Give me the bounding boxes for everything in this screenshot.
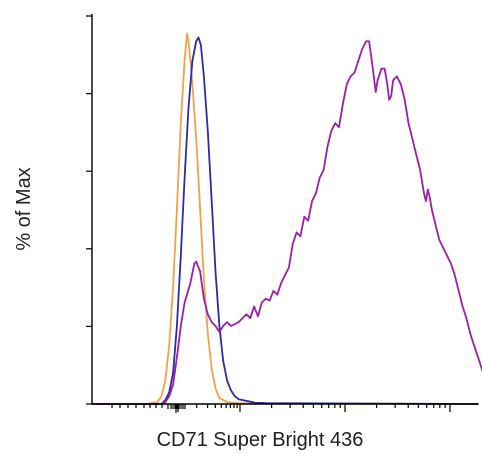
series-line-3: [91, 40, 482, 405]
y-axis-label: % of Max: [13, 167, 35, 250]
x-axis-ticks: [111, 404, 451, 413]
series-line-1: [91, 32, 479, 405]
x-axis-label: CD71 Super Bright 436: [157, 429, 364, 451]
series-layer: [91, 32, 482, 405]
axes: [86, 14, 478, 413]
y-axis-ticks: [86, 15, 92, 405]
series-line-2: [91, 36, 479, 405]
